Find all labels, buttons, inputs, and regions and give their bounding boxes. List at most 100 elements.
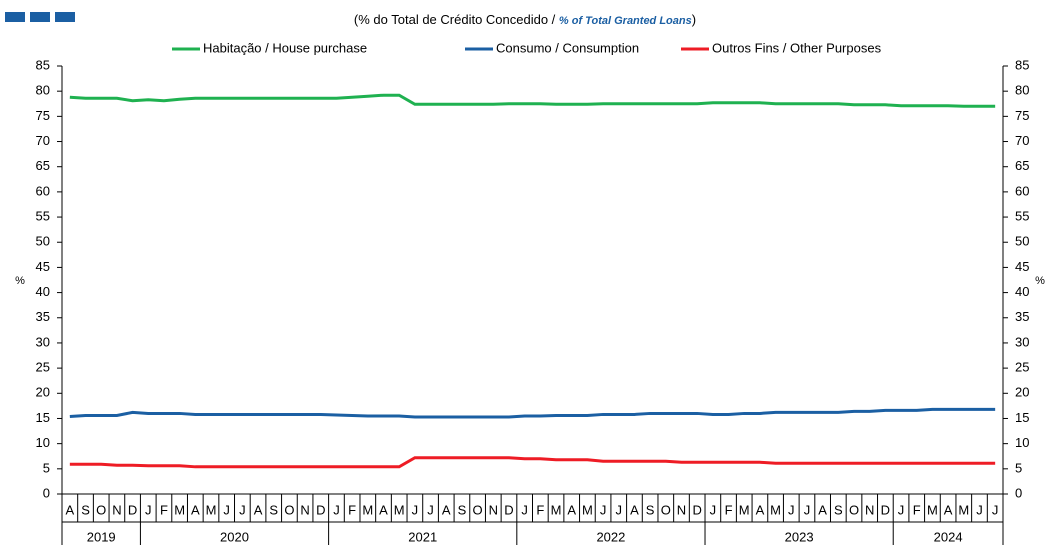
x-tick-label: J	[710, 502, 717, 517]
x-tick-label: F	[536, 502, 544, 517]
x-tick-label: S	[834, 502, 843, 517]
y2-tick-label: 70	[1015, 133, 1029, 148]
x-tick-label: J	[976, 502, 983, 517]
series-line	[69, 456, 996, 469]
y2-tick-label: 40	[1015, 284, 1029, 299]
x-group-label: 2020	[220, 529, 249, 544]
x-tick-label: O	[284, 502, 294, 517]
y2-tick-label: 45	[1015, 259, 1029, 274]
x-tick-label: J	[898, 502, 905, 517]
x-tick-label: F	[348, 502, 356, 517]
x-tick-label: F	[160, 502, 168, 517]
x-tick-label: J	[804, 502, 811, 517]
subtitle-end: )	[692, 12, 696, 27]
y2-tick-label: 20	[1015, 385, 1029, 400]
x-tick-label: M	[362, 502, 373, 517]
y-tick-label: 50	[36, 234, 50, 249]
x-tick-label: S	[81, 502, 90, 517]
y-tick-label: 60	[36, 183, 50, 198]
y2-tick-label: 5	[1015, 460, 1022, 475]
legend-label: Outros Fins / Other Purposes	[712, 40, 882, 55]
x-group-label: 2022	[596, 529, 625, 544]
x-tick-label: J	[616, 502, 623, 517]
logo-block	[5, 12, 25, 22]
y-tick-label: 30	[36, 334, 50, 349]
x-tick-label: D	[881, 502, 890, 517]
x-tick-label: O	[96, 502, 106, 517]
y2-tick-label: 65	[1015, 158, 1029, 173]
x-tick-label: S	[269, 502, 278, 517]
y2-tick-label: 15	[1015, 410, 1029, 425]
x-tick-label: A	[191, 502, 200, 517]
x-tick-label: A	[630, 502, 639, 517]
series-line	[69, 93, 996, 108]
y-tick-label: 40	[36, 284, 50, 299]
x-tick-label: J	[427, 502, 434, 517]
y2-tick-label: 35	[1015, 309, 1029, 324]
y-tick-label: 85	[36, 57, 50, 72]
x-tick-label: J	[992, 502, 999, 517]
x-tick-label: A	[254, 502, 263, 517]
x-tick-label: N	[300, 502, 309, 517]
y2-tick-label: 0	[1015, 485, 1022, 500]
series-line	[69, 407, 996, 419]
x-tick-label: A	[944, 502, 953, 517]
x-tick-label: M	[927, 502, 938, 517]
x-tick-label: M	[770, 502, 781, 517]
legend-label: Habitação / House purchase	[203, 40, 367, 55]
subtitle-en: % of Total Granted Loans	[559, 15, 692, 27]
x-tick-label: F	[913, 502, 921, 517]
x-tick-label: D	[504, 502, 513, 517]
x-tick-label: N	[865, 502, 874, 517]
y-tick-label: 70	[36, 133, 50, 148]
x-tick-label: J	[788, 502, 795, 517]
y2-tick-label: 60	[1015, 183, 1029, 198]
y-tick-label: 10	[36, 435, 50, 450]
y2-tick-label: 25	[1015, 360, 1029, 375]
y-tick-label: 0	[43, 485, 50, 500]
x-tick-label: J	[333, 502, 340, 517]
x-tick-label: D	[692, 502, 701, 517]
x-tick-label: A	[379, 502, 388, 517]
y2-tick-label: 75	[1015, 108, 1029, 123]
y2-tick-label: 80	[1015, 83, 1029, 98]
y-tick-label: 80	[36, 83, 50, 98]
y-tick-label: 20	[36, 385, 50, 400]
x-tick-label: J	[521, 502, 528, 517]
x-tick-label: A	[567, 502, 576, 517]
logo-block	[55, 12, 75, 22]
y-tick-label: 25	[36, 360, 50, 375]
y-tick-label: 55	[36, 208, 50, 223]
x-tick-label: J	[600, 502, 607, 517]
x-tick-label: N	[112, 502, 121, 517]
x-tick-label: S	[458, 502, 467, 517]
y-tick-label: 15	[36, 410, 50, 425]
y2-tick-label: 85	[1015, 57, 1029, 72]
x-group-label: 2021	[408, 529, 437, 544]
x-tick-label: D	[128, 502, 137, 517]
logo-block	[30, 12, 50, 22]
x-tick-label: M	[582, 502, 593, 517]
y2-tick-label: 55	[1015, 208, 1029, 223]
x-tick-label: F	[725, 502, 733, 517]
x-tick-label: M	[958, 502, 969, 517]
y-tick-label: 45	[36, 259, 50, 274]
y-tick-label: 65	[36, 158, 50, 173]
x-tick-label: S	[646, 502, 655, 517]
subtitle: (% do Total de Crédito Concedido / % of …	[354, 12, 696, 27]
x-group-label: 2024	[934, 529, 963, 544]
x-group-label: 2023	[785, 529, 814, 544]
x-tick-label: D	[316, 502, 325, 517]
x-tick-label: M	[739, 502, 750, 517]
x-tick-label: N	[489, 502, 498, 517]
y2-tick-label: 10	[1015, 435, 1029, 450]
x-tick-label: M	[174, 502, 185, 517]
x-group-label: 2019	[87, 529, 116, 544]
x-tick-label: J	[239, 502, 246, 517]
x-tick-label: A	[442, 502, 451, 517]
legend-label: Consumo / Consumption	[496, 40, 639, 55]
y-tick-label: 35	[36, 309, 50, 324]
x-tick-label: J	[412, 502, 419, 517]
x-tick-label: A	[756, 502, 765, 517]
